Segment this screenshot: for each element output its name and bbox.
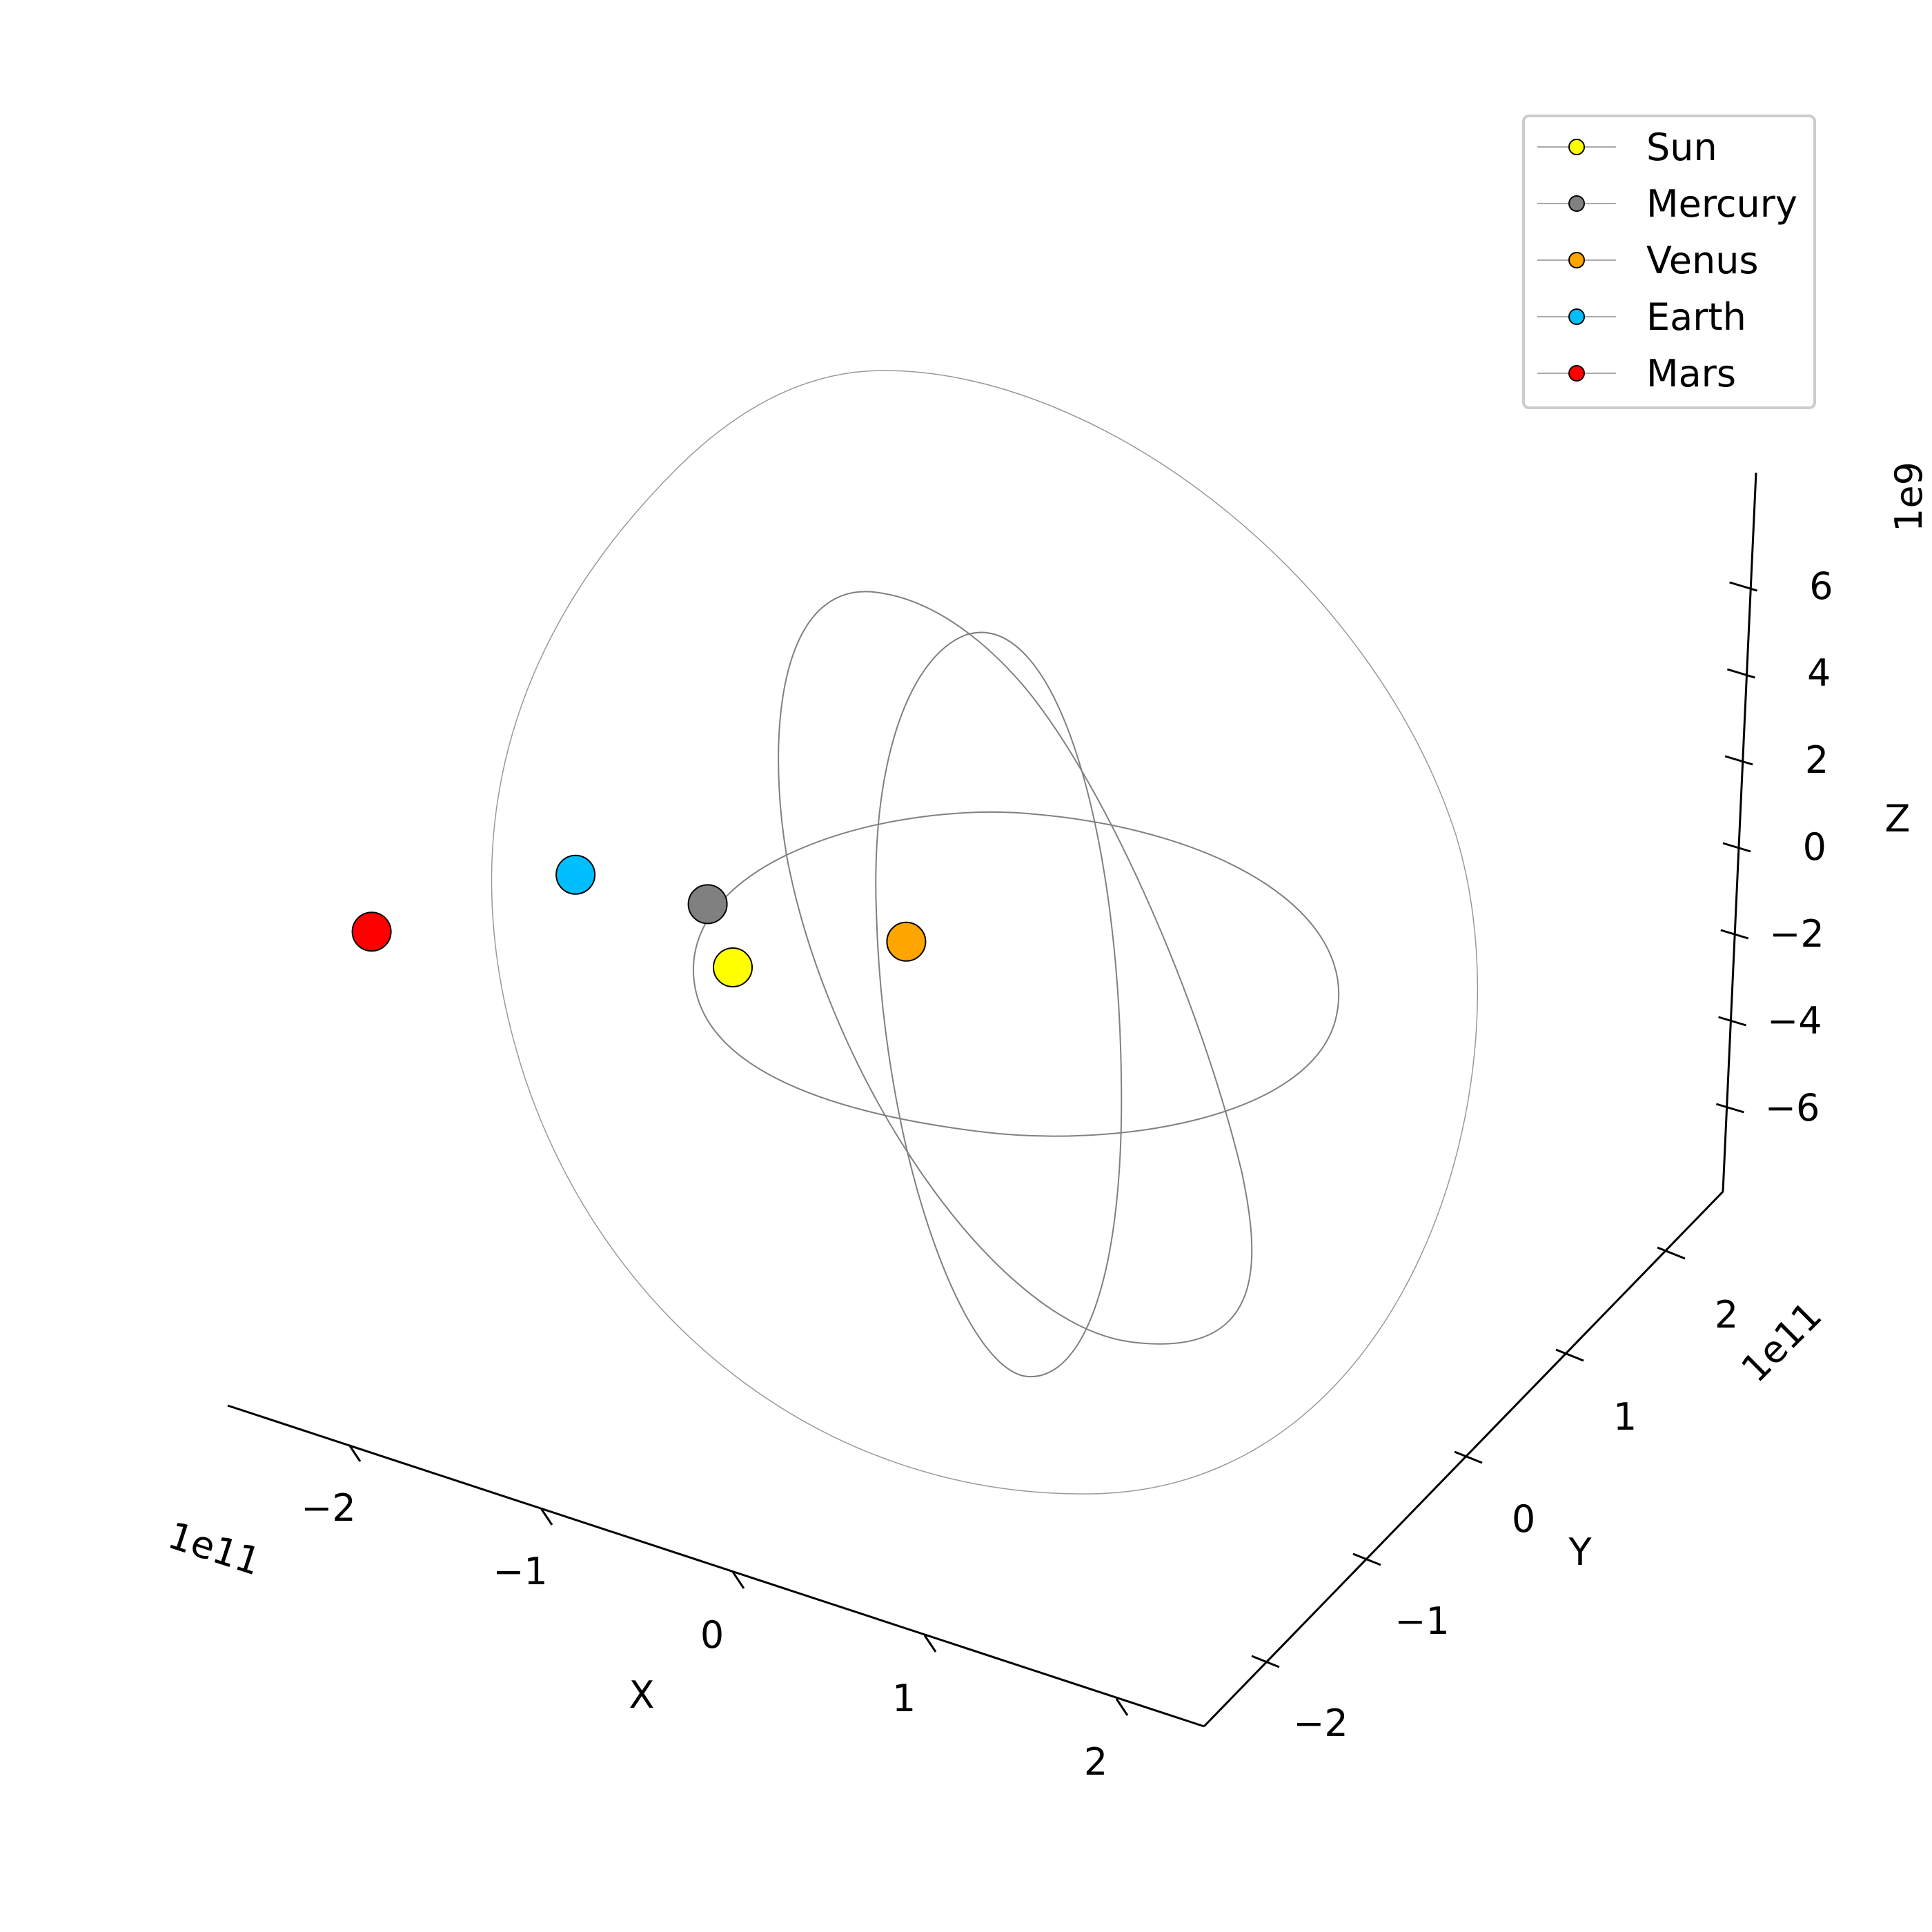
x-tick-label: 0 [700, 1613, 724, 1657]
body-marker-sun [713, 947, 753, 987]
orbit-mercury [692, 811, 1340, 1137]
y-tick-mark [1352, 1552, 1381, 1566]
body-markers [351, 854, 927, 987]
legend-entry: Sun [1537, 126, 1717, 169]
legend-label: Mercury [1646, 182, 1797, 226]
z-tick-labels: −6 −4 −2 0 2 4 6 [1765, 564, 1833, 1130]
x-tick-marks [348, 1444, 1129, 1716]
body-marker-mars [351, 911, 392, 952]
legend: Sun Mercury Venus Earth Mars [1522, 115, 1816, 409]
z-tick-mark [1718, 1016, 1747, 1027]
x-tick-mark [923, 1635, 937, 1653]
y-tick-label: 0 [1512, 1497, 1535, 1541]
z-tick-mark [1724, 755, 1753, 766]
legend-swatch [1568, 365, 1585, 382]
z-axis-label: Z [1885, 797, 1911, 840]
z-tick-mark [1722, 842, 1751, 853]
x-tick-label: −2 [301, 1486, 356, 1530]
axes [227, 472, 1758, 1728]
legend-label: Mars [1646, 352, 1736, 395]
legend-frame [1522, 115, 1816, 409]
z-tick-label: 2 [1805, 738, 1828, 782]
z-tick-mark [1729, 581, 1758, 592]
x-axis-label: X [629, 1673, 655, 1717]
x-tick-mark [540, 1508, 553, 1526]
z-tick-mark [1715, 1103, 1744, 1114]
x-tick-label: 2 [1084, 1740, 1107, 1784]
y-tick-marks [1251, 1246, 1686, 1668]
orbit-earth [778, 591, 1253, 1345]
x-tick-label: −1 [493, 1550, 548, 1593]
x-tick-label: 1 [892, 1677, 916, 1720]
legend-entries: Sun Mercury Venus Earth Mars [1537, 126, 1797, 395]
x-tick-mark [731, 1571, 745, 1589]
legend-swatch [1568, 252, 1585, 268]
legend-label: Earth [1646, 295, 1746, 339]
y-tick-mark [1454, 1450, 1483, 1464]
z-tick-label: −4 [1767, 999, 1822, 1043]
orbit-mars [491, 370, 1479, 1495]
z-tick-label: −2 [1769, 912, 1824, 956]
x-tick-labels: −2 −1 0 1 2 [301, 1486, 1107, 1784]
y-tick-label: 1 [1613, 1395, 1637, 1439]
legend-entry: Mars [1537, 352, 1736, 395]
y-tick-labels: −2 −1 0 1 2 [1293, 1293, 1738, 1745]
body-marker-earth [555, 854, 596, 895]
y-tick-mark [1657, 1246, 1686, 1260]
y-axis-line [1203, 1190, 1724, 1728]
z-tick-label: 0 [1803, 825, 1826, 869]
z-tick-label: 4 [1807, 651, 1831, 695]
y-tick-mark [1555, 1348, 1584, 1362]
legend-label: Sun [1646, 126, 1717, 169]
body-marker-venus [886, 921, 927, 962]
orbit-venus [875, 631, 1123, 1378]
body-marker-mercury [687, 884, 728, 925]
z-axis-line [1722, 472, 1757, 1192]
legend-swatch [1568, 195, 1585, 212]
x-tick-mark [348, 1444, 362, 1462]
legend-swatch [1568, 139, 1585, 155]
z-offset-label: 1e9 [1887, 462, 1931, 532]
legend-entry: Earth [1537, 295, 1746, 339]
orbit-paths [491, 370, 1479, 1495]
y-offset-label: 1e11 [1733, 1293, 1830, 1390]
y-tick-mark [1251, 1655, 1280, 1668]
z-tick-mark [1726, 668, 1755, 679]
y-tick-label: −1 [1394, 1599, 1450, 1643]
legend-entry: Venus [1537, 239, 1759, 282]
z-tick-marks [1715, 581, 1758, 1114]
y-axis-label: Y [1568, 1530, 1593, 1574]
y-tick-label: −2 [1293, 1702, 1348, 1745]
z-tick-label: 6 [1809, 564, 1833, 608]
legend-swatch [1568, 308, 1585, 325]
z-tick-mark [1720, 929, 1749, 940]
x-offset-label: 1e11 [163, 1513, 266, 1584]
z-tick-label: −6 [1765, 1086, 1820, 1130]
legend-entry: Mercury [1537, 182, 1797, 226]
x-tick-mark [1115, 1698, 1129, 1716]
x-axis-line [227, 1404, 1205, 1728]
y-tick-label: 2 [1715, 1293, 1738, 1337]
legend-label: Venus [1646, 239, 1759, 282]
